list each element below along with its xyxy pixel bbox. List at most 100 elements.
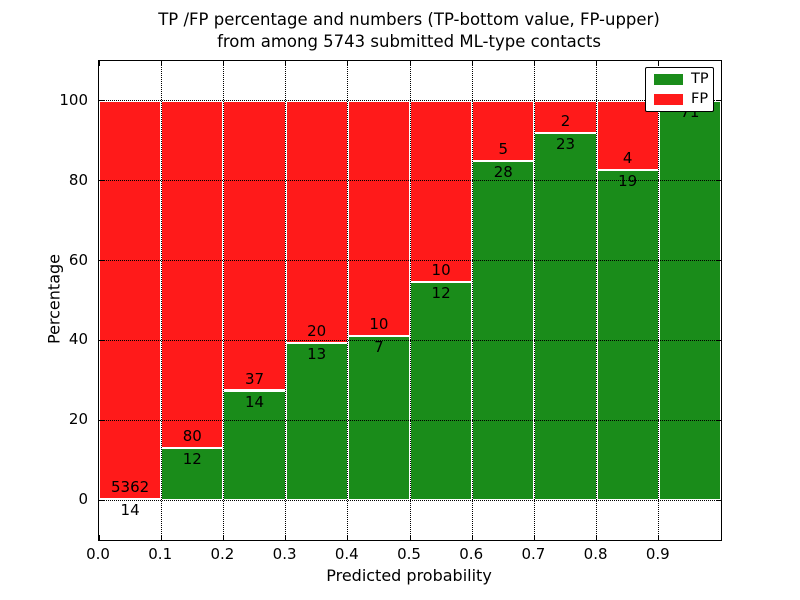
bar-tp-segment <box>347 335 410 501</box>
x-axis-label: Predicted probability <box>326 566 492 585</box>
bar-tp-segment <box>161 448 224 501</box>
x-tick-bottom <box>658 535 660 540</box>
x-tick-label: 0.9 <box>645 545 670 563</box>
legend-swatch-tp-icon <box>654 74 683 86</box>
x-tick-label: 0.1 <box>148 545 173 563</box>
bar-fp-segment <box>410 100 473 283</box>
y-tick-right <box>716 100 721 102</box>
gridline-horizontal <box>99 339 721 341</box>
bar-tp-segment <box>410 282 473 501</box>
y-tick-left <box>99 260 104 262</box>
legend: TP FP <box>645 67 714 112</box>
x-tick-top <box>533 61 535 66</box>
bar-label-tp: 7 <box>374 337 384 356</box>
gridline-horizontal <box>99 499 721 501</box>
gridline-vertical <box>285 61 287 540</box>
bar-fp-segment <box>534 100 597 133</box>
x-tick-bottom <box>409 535 411 540</box>
x-tick-top <box>98 61 100 66</box>
gridline-vertical <box>596 61 598 540</box>
bar-fp-segment <box>472 100 535 162</box>
bar-fp-segment <box>99 100 162 500</box>
x-tick-top <box>285 61 287 66</box>
y-tick-left <box>99 180 104 182</box>
bar-label-tp: 19 <box>618 172 638 191</box>
chart-title-line1: TP /FP percentage and numbers (TP-bottom… <box>158 10 660 29</box>
gridline-vertical <box>471 61 473 540</box>
gridline-horizontal <box>99 100 721 102</box>
x-tick-label: 0.6 <box>459 545 484 563</box>
y-tick-right <box>716 260 721 262</box>
x-tick-label: 0.4 <box>334 545 359 563</box>
x-tick-label: 0.8 <box>583 545 608 563</box>
legend-swatch-fp-icon <box>654 93 683 105</box>
bar-tp-segment <box>534 132 597 501</box>
y-tick-label: 0 <box>78 490 88 509</box>
bar-tp-segment <box>596 170 659 501</box>
x-tick-top <box>222 61 224 66</box>
gridline-vertical <box>658 61 660 540</box>
y-tick-left <box>99 339 104 341</box>
gridline-vertical <box>409 61 411 540</box>
x-tick-bottom <box>160 535 162 540</box>
x-tick-label: 0.3 <box>272 545 297 563</box>
bar-label-fp: 5362 <box>111 478 150 497</box>
x-tick-bottom <box>347 535 349 540</box>
bar-label-fp: 4 <box>622 149 633 168</box>
x-tick-label: 0.5 <box>397 545 421 563</box>
x-tick-bottom <box>285 535 287 540</box>
y-tick-label: 20 <box>68 410 88 429</box>
bar-label-fp: 10 <box>369 314 389 333</box>
chart-title-line2: from among 5743 submitted ML-type contac… <box>217 32 601 51</box>
gridline-horizontal <box>99 419 721 421</box>
bar-tp-segment <box>658 100 721 501</box>
legend-entry-tp: TP <box>654 72 713 87</box>
x-tick-bottom <box>222 535 224 540</box>
gridline-horizontal <box>99 180 721 182</box>
x-tick-top <box>658 61 660 66</box>
plot-area: 536214801237142013107101252822341971 TP … <box>98 60 722 541</box>
x-tick-bottom <box>98 535 100 540</box>
x-tick-top <box>596 61 598 66</box>
y-tick-left <box>99 100 104 102</box>
bar-label-tp: 12 <box>182 450 202 469</box>
bar-fp-segment <box>223 100 286 391</box>
gridline-vertical <box>533 61 535 540</box>
x-tick-top <box>160 61 162 66</box>
x-tick-label: 0.7 <box>521 545 546 563</box>
bar-fp-segment <box>161 100 224 448</box>
legend-entry-fp: FP <box>654 90 713 107</box>
bar-label-tp: 12 <box>431 284 451 303</box>
y-tick-right <box>716 499 721 501</box>
chart-title: TP /FP percentage and numbers (TP-bottom… <box>98 9 720 53</box>
y-tick-right <box>716 180 721 182</box>
gridline-vertical <box>347 61 349 540</box>
bar-tp-segment <box>472 161 535 501</box>
y-tick-label: 100 <box>59 90 88 109</box>
gridline-vertical <box>222 61 224 540</box>
bar-fp-segment <box>285 100 348 343</box>
bar-label-fp: 2 <box>560 111 571 130</box>
gridline-horizontal <box>99 260 721 262</box>
y-tick-label: 40 <box>68 330 88 349</box>
y-tick-label: 80 <box>68 170 88 189</box>
y-tick-right <box>716 419 721 421</box>
bar-label-fp: 5 <box>498 140 509 159</box>
x-tick-bottom <box>471 535 473 540</box>
x-tick-top <box>471 61 473 66</box>
bar-label-fp: 10 <box>431 261 451 280</box>
y-tick-left <box>99 419 104 421</box>
bar-label-tp: 14 <box>244 392 265 411</box>
bar-tp-segment <box>285 342 348 501</box>
legend-label-fp: FP <box>691 90 709 107</box>
bar-label-fp: 37 <box>244 369 265 388</box>
y-tick-label: 60 <box>68 250 88 269</box>
x-tick-label: 0.2 <box>210 545 235 563</box>
x-tick-top <box>409 61 411 66</box>
bar-label-tp: 23 <box>555 134 576 153</box>
bar-fp-segment <box>347 100 410 336</box>
x-tick-bottom <box>596 535 598 540</box>
bar-label-tp: 28 <box>493 163 513 182</box>
bar-label-tp: 14 <box>120 501 140 520</box>
